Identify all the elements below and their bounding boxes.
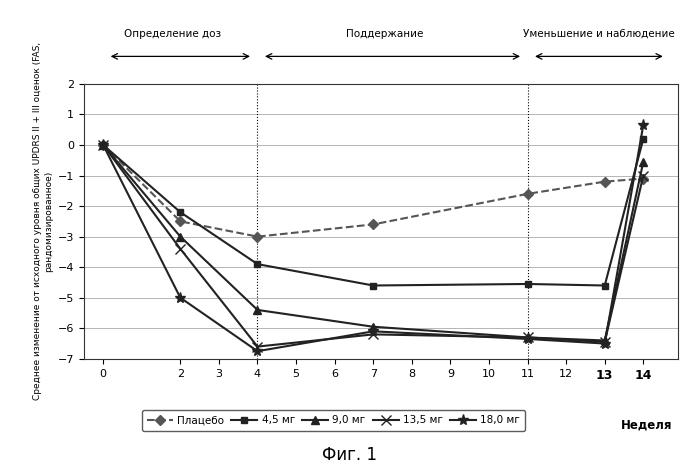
Line: 13,5 мг: 13,5 мг [99, 140, 648, 351]
9,0 мг [253, 307, 261, 313]
4,5 мг [369, 283, 377, 288]
Line: Плацебо: Плацебо [100, 142, 647, 240]
13,5 мг [369, 332, 377, 337]
4,5 мг [176, 209, 185, 215]
Плацебо [524, 191, 532, 197]
Line: 9,0 мг: 9,0 мг [99, 141, 647, 345]
18,0 мг [600, 341, 609, 346]
4,5 мг [524, 281, 532, 287]
13,5 мг [524, 335, 532, 340]
13,5 мг [176, 246, 185, 252]
Legend: Плацебо, 4,5 мг, 9,0 мг, 13,5 мг, 18,0 мг: Плацебо, 4,5 мг, 9,0 мг, 13,5 мг, 18,0 м… [142, 410, 525, 431]
9,0 мг [176, 234, 185, 240]
9,0 мг [524, 335, 532, 340]
Text: Определение доз: Определение доз [124, 28, 221, 39]
13,5 мг [639, 173, 647, 178]
18,0 мг [369, 329, 377, 334]
18,0 мг [639, 123, 647, 128]
9,0 мг [600, 338, 609, 343]
Плацебо [639, 176, 647, 181]
Text: Фиг. 1: Фиг. 1 [322, 445, 377, 464]
4,5 мг [99, 142, 108, 148]
Плацебо [369, 222, 377, 227]
18,0 мг [524, 336, 532, 342]
Line: 4,5 мг: 4,5 мг [100, 136, 647, 289]
4,5 мг [600, 283, 609, 288]
Плацебо [176, 219, 185, 224]
13,5 мг [253, 344, 261, 350]
13,5 мг [99, 142, 108, 148]
18,0 мг [99, 142, 108, 148]
9,0 мг [639, 159, 647, 164]
Плацебо [99, 142, 108, 148]
9,0 мг [369, 324, 377, 329]
18,0 мг [176, 295, 185, 301]
Плацебо [253, 234, 261, 240]
Y-axis label: Среднее изменение от исходного уровня общих UPDRS II + III оценок (FAS,
рандомиз: Среднее изменение от исходного уровня об… [33, 42, 54, 400]
Text: Неделя: Неделя [621, 418, 672, 432]
13,5 мг [600, 339, 609, 345]
4,5 мг [253, 261, 261, 267]
Text: Поддержание: Поддержание [346, 28, 424, 39]
18,0 мг [253, 349, 261, 354]
4,5 мг [639, 136, 647, 142]
Line: 18,0 мг: 18,0 мг [98, 120, 649, 357]
9,0 мг [99, 142, 108, 148]
Плацебо [600, 179, 609, 185]
Text: Уменьшение и наблюдение: Уменьшение и наблюдение [523, 28, 675, 39]
